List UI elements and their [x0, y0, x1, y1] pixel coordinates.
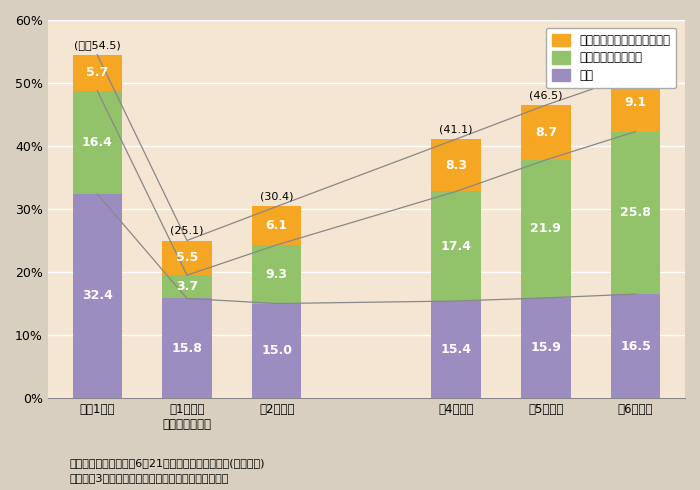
Bar [611, 74, 660, 131]
Text: 8.3: 8.3 [445, 159, 467, 171]
Bar [252, 303, 302, 398]
Bar [162, 241, 211, 275]
Bar [73, 55, 122, 91]
Bar [522, 298, 570, 398]
Bar [431, 139, 481, 192]
Bar [162, 275, 211, 298]
Text: 15.4: 15.4 [441, 343, 472, 356]
Text: 5.7: 5.7 [86, 66, 108, 79]
Bar [73, 91, 122, 194]
Text: 15.9: 15.9 [531, 342, 561, 354]
Bar [522, 105, 570, 160]
Text: 15.8: 15.8 [172, 342, 202, 355]
Text: 16.5: 16.5 [620, 340, 651, 353]
Text: 32.4: 32.4 [82, 290, 113, 302]
Bar [73, 194, 122, 398]
Text: 6.1: 6.1 [265, 219, 288, 232]
Text: (41.1): (41.1) [440, 124, 473, 134]
Text: 9.1: 9.1 [624, 97, 647, 109]
Text: 3.7: 3.7 [176, 280, 198, 294]
Text: 5.5: 5.5 [176, 251, 198, 264]
Text: (30.4): (30.4) [260, 192, 293, 201]
Text: 16.4: 16.4 [82, 136, 113, 149]
Bar [162, 298, 211, 398]
Bar [611, 131, 660, 294]
Text: (25.1): (25.1) [170, 225, 204, 236]
Text: 9.3: 9.3 [266, 268, 288, 281]
Text: 17.4: 17.4 [441, 240, 472, 253]
Text: (46.5): (46.5) [529, 90, 563, 100]
Text: 21.9: 21.9 [531, 222, 561, 235]
Bar [431, 192, 481, 301]
Legend: 自営業・家業、内職、その他, パート・アルバイト, 常勤: 自営業・家業、内職、その他, パート・アルバイト, 常勤 [546, 28, 676, 88]
Text: 25.8: 25.8 [620, 206, 651, 220]
Text: (51.4): (51.4) [619, 59, 652, 69]
Bar [252, 245, 302, 303]
Bar [611, 294, 660, 398]
Text: (有職54.5): (有職54.5) [74, 40, 120, 49]
Text: 資料：厚生労働省「第6回21世紀出生児縦断調査」(平成年度): 資料：厚生労働省「第6回21世紀出生児縦断調査」(平成年度) [70, 459, 265, 468]
Bar [522, 160, 570, 298]
Text: 注：第3回調査は母の就業状況を調査していない。: 注：第3回調査は母の就業状況を調査していない。 [70, 473, 230, 483]
Text: 8.7: 8.7 [535, 126, 557, 139]
Text: 15.0: 15.0 [261, 344, 292, 357]
Bar [431, 301, 481, 398]
Bar [252, 206, 302, 245]
